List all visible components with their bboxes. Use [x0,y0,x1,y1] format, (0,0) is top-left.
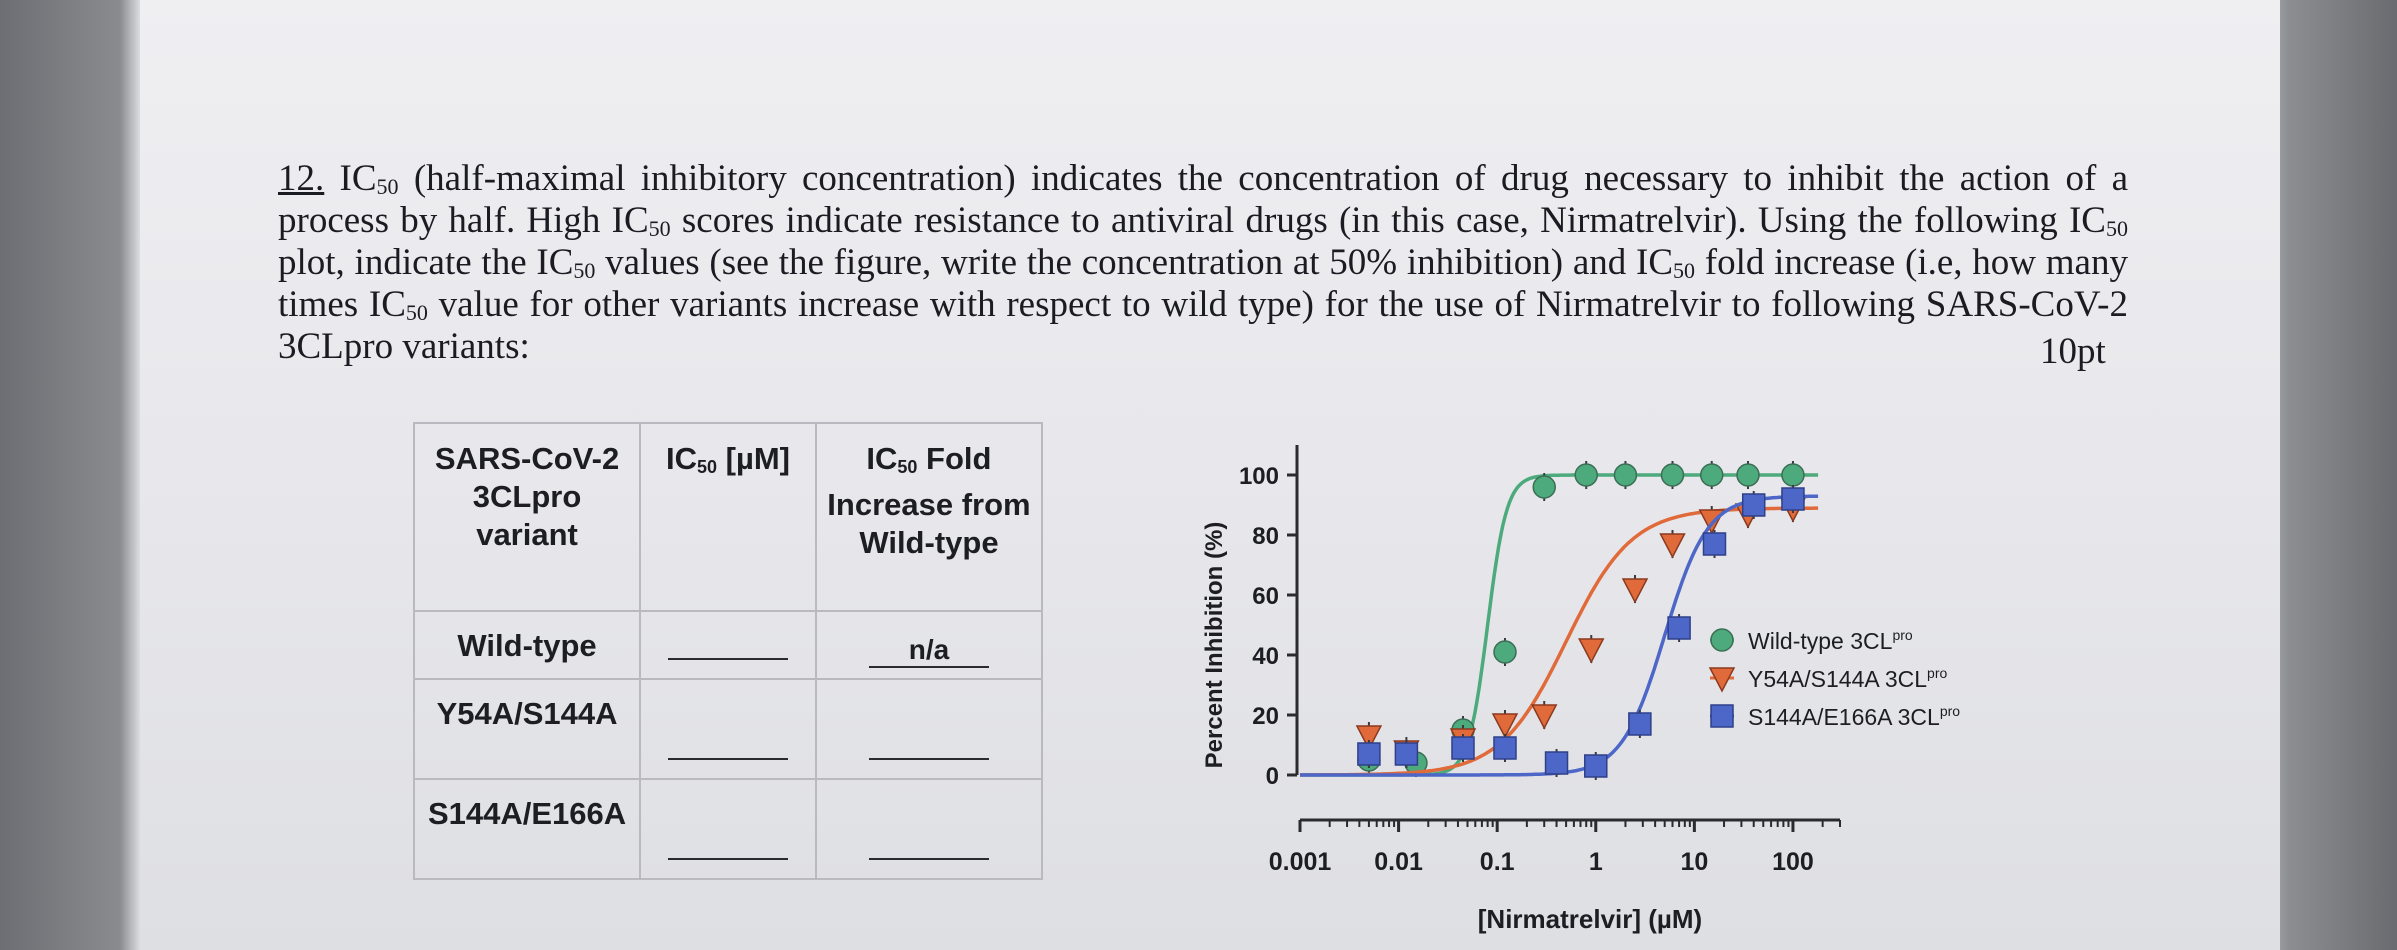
question-text: 12. IC50 (half-maximal inhibitory concen… [278,158,2128,367]
data-point [1532,475,1556,499]
y-tick-label: 100 [1239,463,1279,490]
table-header-row: SARS-CoV-2 3CLpro variant IC50 [µM] IC50… [412,422,1044,612]
data-point [1491,713,1519,739]
data-point [1628,712,1652,736]
legend-marker [1710,628,1734,652]
header-fold: IC50 Fold Increase from Wild-type [814,422,1044,612]
data-point [1394,742,1419,766]
x-axis-label: [Nirmatrelvir] (µM) [1478,904,1702,934]
question-number: 12. [278,158,325,199]
x-tick-label: 0.1 [1480,848,1515,876]
data-point [1451,736,1475,760]
data-point [1493,736,1517,760]
table-row: Y54A/S144A [412,678,1044,780]
data-point [1613,463,1638,487]
data-point [1578,638,1605,664]
variant-cell: Y54A/S144A [412,678,642,780]
data-point [1621,578,1649,604]
data-point [1699,463,1724,487]
data-point [1493,640,1517,664]
variant-cell: S144A/E166A [412,778,642,880]
data-point [1659,533,1686,559]
data-point [1741,493,1766,517]
data-point [1544,751,1569,775]
header-ic50: IC50 [µM] [639,422,817,612]
legend-label: Wild-type 3CLpro [1748,627,1913,654]
data-point [1584,754,1608,778]
legend-label: S144A/E166A 3CLpro [1748,703,1960,730]
table-row: Wild-type n/a [412,610,1044,680]
data-point [1530,704,1558,730]
data-point [1357,742,1381,766]
x-tick-label: 0.01 [1374,848,1423,876]
x-tick-label: 0.001 [1269,848,1332,876]
data-point [1660,463,1685,487]
header-variant: SARS-CoV-2 3CLpro variant [412,422,642,612]
data-point [1702,532,1727,556]
data-point [1355,725,1383,751]
data-point [1736,463,1760,487]
ic50-answer-blank[interactable] [639,610,817,680]
y-tick-label: 0 [1266,763,1279,790]
legend-marker [1710,704,1734,728]
variant-cell: Wild-type [412,610,642,680]
ic50-answer-blank[interactable] [639,778,817,880]
data-point [1574,463,1598,487]
fold-answer-blank[interactable] [814,678,1044,780]
x-tick-label: 1 [1589,848,1603,876]
fit-curve-1 [1300,506,1819,777]
y-tick-label: 60 [1252,583,1279,610]
fold-answer-blank[interactable] [814,778,1044,880]
answer-table: SARS-CoV-2 3CLpro variant IC50 [µM] IC50… [412,422,1044,880]
table-row: S144A/E166A [412,778,1044,880]
fold-cell: n/a [814,610,1044,680]
points-label: 10pt [2040,331,2106,372]
y-tick-label: 40 [1252,643,1279,670]
x-tick-label: 10 [1680,848,1708,876]
y-tick-label: 20 [1252,703,1279,730]
y-axis-label: Percent Inhibition (%) [1201,522,1228,769]
data-point [1781,463,1805,487]
legend-marker [1708,667,1736,693]
y-tick-label: 80 [1252,523,1279,550]
data-point [1781,487,1805,511]
ic50-answer-blank[interactable] [639,678,817,780]
x-tick-label: 100 [1772,848,1814,876]
data-point [1667,616,1691,640]
legend-label: Y54A/S144A 3CLpro [1748,665,1947,692]
